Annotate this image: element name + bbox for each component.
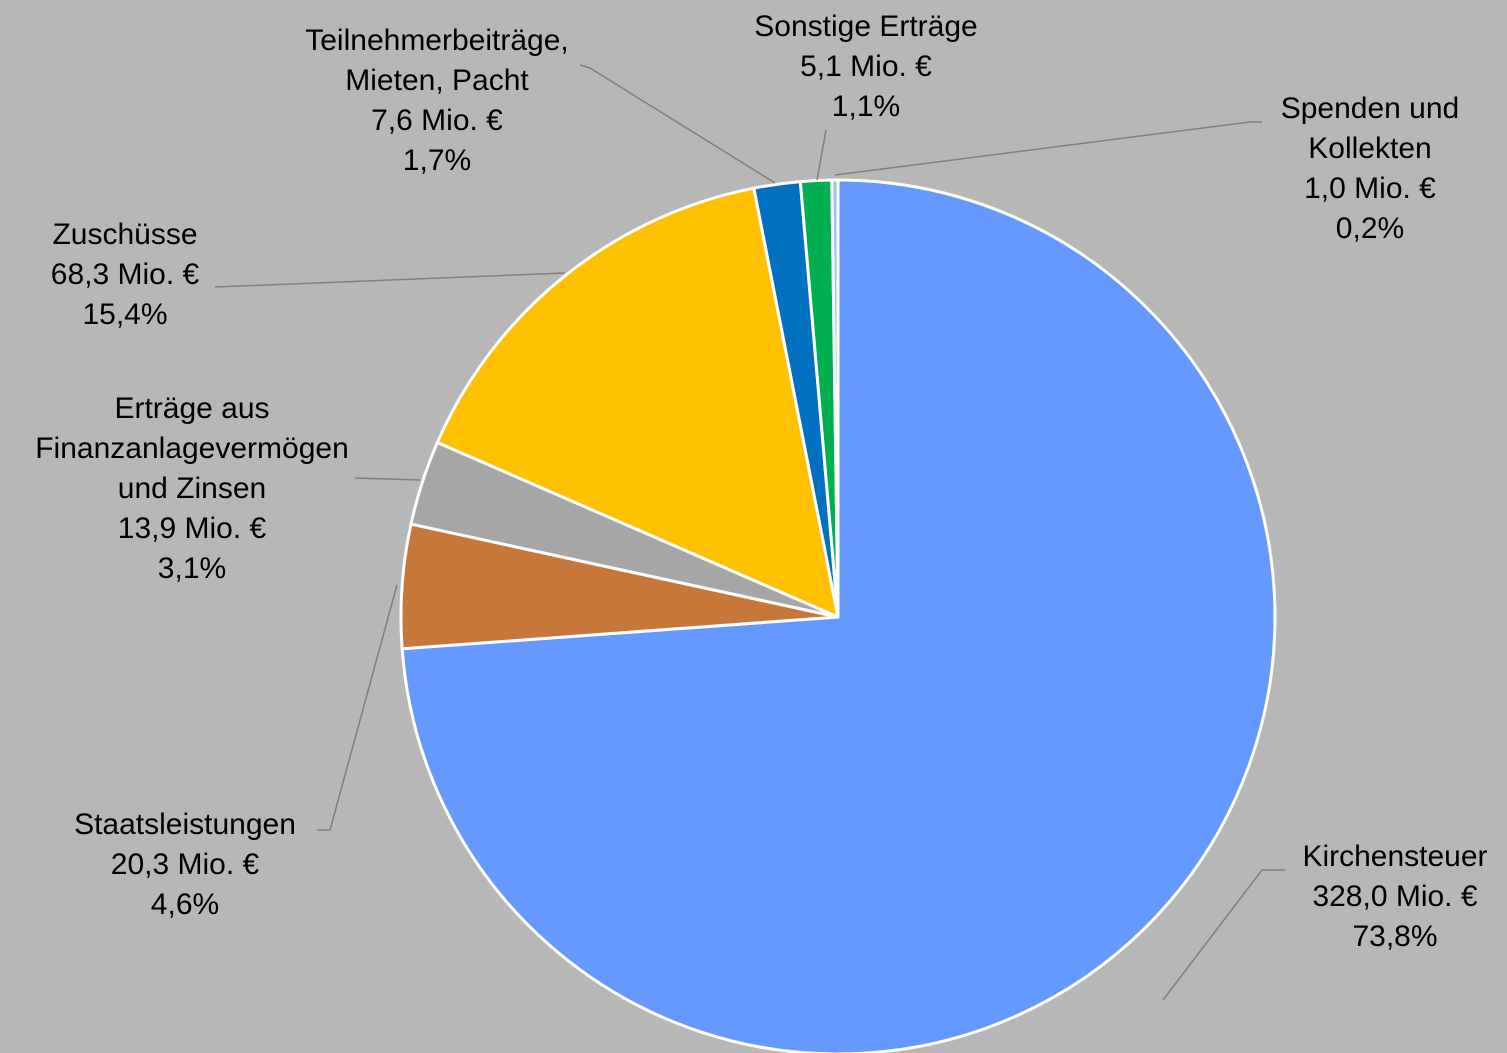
slice-label: Spenden und Kollekten 1,0 Mio. € 0,2% bbox=[1281, 92, 1460, 245]
category-label: Teilnehmerbeiträge, bbox=[305, 24, 568, 57]
value-label: 73,8% bbox=[1352, 920, 1437, 953]
leader-line bbox=[317, 584, 398, 831]
value-label: 0,2% bbox=[1336, 212, 1404, 245]
value-label: 1,7% bbox=[403, 144, 471, 177]
value-label: 5,1 Mio. € bbox=[800, 50, 932, 83]
category-label: Spenden und bbox=[1281, 92, 1460, 125]
category-label: Zuschüsse bbox=[52, 218, 197, 251]
value-label: 13,9 Mio. € bbox=[118, 512, 267, 545]
slice-label: Erträge aus Finanzanlagevermögen und Zinse… bbox=[35, 392, 349, 585]
category-label: Kirchensteuer bbox=[1302, 840, 1487, 873]
slice-label: Staatsleistungen 20,3 Mio. € 4,6% bbox=[74, 808, 296, 921]
slice-label: Sonstige Erträge 5,1 Mio. € 1,1% bbox=[754, 10, 977, 123]
leader-line bbox=[1162, 869, 1285, 1001]
category-label: und Zinsen bbox=[118, 472, 266, 505]
slice-label: Zuschüsse 68,3 Mio. € 15,4% bbox=[51, 218, 200, 331]
category-label: Mieten, Pacht bbox=[345, 64, 529, 97]
slice-label: Teilnehmerbeiträge, Mieten, Pacht 7,6 Mio.… bbox=[305, 24, 568, 177]
value-label: 4,6% bbox=[151, 888, 219, 921]
value-label: 15,4% bbox=[82, 298, 167, 331]
value-label: 7,6 Mio. € bbox=[371, 104, 503, 137]
slice-label: Kirchensteuer 328,0 Mio. € 73,8% bbox=[1302, 840, 1487, 953]
category-label: Erträge aus bbox=[114, 392, 269, 425]
value-label: 1,1% bbox=[832, 90, 900, 123]
value-label: 3,1% bbox=[158, 552, 226, 585]
category-label: Sonstige Erträge bbox=[754, 10, 977, 43]
value-label: 68,3 Mio. € bbox=[51, 258, 200, 291]
leader-line bbox=[816, 129, 827, 181]
leader-line bbox=[354, 477, 421, 481]
category-label: Finanzanlagevermögen bbox=[35, 432, 349, 465]
value-label: 20,3 Mio. € bbox=[111, 848, 260, 881]
category-label: Kollekten bbox=[1308, 132, 1431, 165]
leader-line bbox=[834, 121, 1262, 176]
leader-line bbox=[214, 272, 566, 288]
pie-slice bbox=[830, 178, 840, 619]
value-label: 328,0 Mio. € bbox=[1312, 880, 1477, 913]
value-label: 1,0 Mio. € bbox=[1304, 172, 1436, 205]
pie-slice bbox=[435, 186, 840, 619]
category-label: Staatsleistungen bbox=[74, 808, 296, 841]
leader-line bbox=[579, 64, 776, 184]
